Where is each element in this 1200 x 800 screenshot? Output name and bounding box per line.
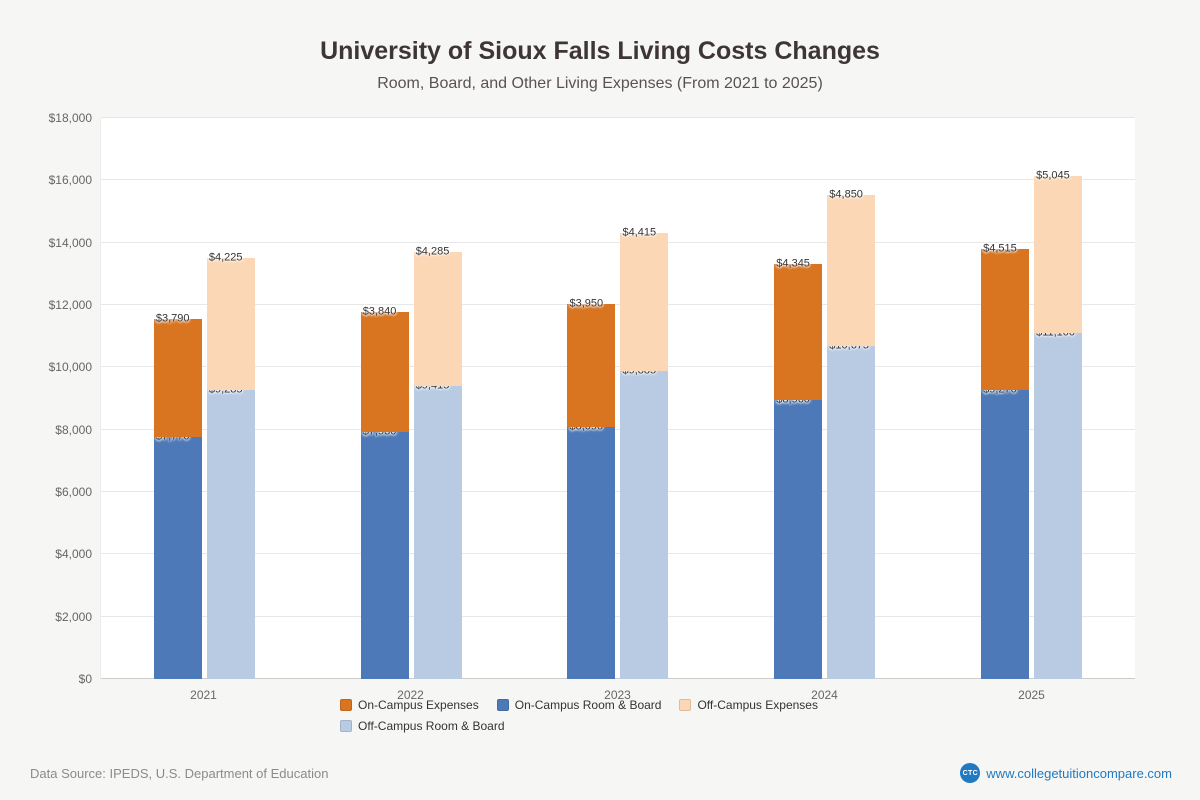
legend-item[interactable]: Off-Campus Expenses xyxy=(679,698,818,712)
gridline xyxy=(101,615,1135,617)
bar-value-label: $4,345 xyxy=(776,257,810,270)
y-axis-label: $0 xyxy=(78,672,92,686)
bar-value-label: $3,950 xyxy=(569,297,604,310)
bar-segment[interactable]: $4,415 xyxy=(620,227,669,371)
legend-item[interactable]: On-Campus Expenses xyxy=(340,698,479,712)
bar-group-2024: $8,960 $4,345 $10,675 $4,850 xyxy=(721,118,928,679)
legend-swatch-icon xyxy=(340,699,352,711)
bar-group-2022: $7,930 $3,840 $9,415 $4,285 xyxy=(308,118,515,679)
bar-value-label: $4,225 xyxy=(208,251,243,264)
ctc-logo-icon: CTC xyxy=(960,763,981,783)
site-url: www.collegetuitioncompare.com xyxy=(986,765,1172,781)
on-campus-bar-2025: $9,270 $4,515 xyxy=(981,118,1030,679)
gridline xyxy=(101,491,1135,492)
bar-value-label: $3,840 xyxy=(362,305,397,318)
chart-title: University of Sioux Falls Living Costs C… xyxy=(320,37,880,65)
legend-label: Off-Campus Expenses xyxy=(697,698,818,712)
y-axis-label: $10,000 xyxy=(48,360,92,375)
bar-group-2023: $8,090 $3,950 $9,885 $4,415 xyxy=(515,118,722,679)
x-axis-label: 2022 xyxy=(397,688,424,702)
y-axis-label: $14,000 xyxy=(48,235,92,250)
gridline xyxy=(101,179,1135,181)
legend-label: On-Campus Room & Board xyxy=(514,698,662,712)
off-campus-bar-2022: $9,415 $4,285 xyxy=(413,118,462,679)
legend-swatch-icon xyxy=(496,699,509,711)
legend-swatch-icon xyxy=(679,699,692,711)
x-axis-label: 2023 xyxy=(604,688,631,702)
bar-segment[interactable]: $4,225 xyxy=(206,252,255,390)
bar-value-label: $4,850 xyxy=(829,188,863,201)
gridline xyxy=(101,678,1135,679)
y-axis-label: $12,000 xyxy=(48,298,92,312)
chart: $0 $2,000 $4,000 $6,000 $8,000 $10,000 $12,000… xyxy=(0,111,1200,702)
bar-segment[interactable]: $4,285 xyxy=(413,246,462,386)
off-campus-bar-2024: $10,675 $4,850 xyxy=(827,118,876,679)
bar-value-label: $4,415 xyxy=(622,226,657,239)
bar-segment[interactable]: $5,045 xyxy=(1034,170,1083,334)
bar-segment[interactable]: $4,515 xyxy=(981,243,1030,391)
data-source-text: Data Source: IPEDS, U.S. Department of E… xyxy=(30,765,329,781)
on-campus-bar-2024: $8,960 $4,345 xyxy=(774,118,823,679)
off-campus-bar-2025: $11,100 $5,045 xyxy=(1034,118,1083,679)
y-axis: $0 $2,000 $4,000 $6,000 $8,000 $10,000 $12,000… xyxy=(0,111,92,686)
bar-segment[interactable]: $9,885 xyxy=(620,365,669,679)
bar-value-label: $4,285 xyxy=(415,245,450,258)
x-axis: 2021 2022 2023 2024 2025 xyxy=(100,679,1135,702)
y-axis-label: $2,000 xyxy=(55,609,92,624)
bar-segment[interactable]: $4,850 xyxy=(827,189,876,347)
bar-group-2025: $9,270 $4,515 $11,100 $5,045 xyxy=(928,118,1135,679)
bar-segment[interactable]: $7,770 xyxy=(153,431,202,679)
bar-segment[interactable]: $3,840 xyxy=(360,306,409,432)
gridline xyxy=(101,553,1135,555)
gridline xyxy=(101,366,1135,368)
bar-groups: $7,770 $3,790 $9,285 $4,225 $7,930 $3,840 $9,4… xyxy=(101,118,1135,679)
on-campus-bar-2021: $7,770 $3,790 xyxy=(153,118,202,679)
bar-segment[interactable]: $10,675 xyxy=(827,340,876,679)
footer: Data Source: IPEDS, U.S. Department of E… xyxy=(30,763,1172,783)
bar-segment[interactable]: $9,285 xyxy=(206,384,255,679)
y-axis-label: $6,000 xyxy=(55,485,92,499)
y-axis-label: $8,000 xyxy=(55,422,92,437)
on-campus-bar-2023: $8,090 $3,950 xyxy=(567,118,616,679)
plot-area: $7,770 $3,790 $9,285 $4,225 $7,930 $3,840 $9,4… xyxy=(100,117,1135,679)
x-axis-label: 2024 xyxy=(811,688,838,702)
y-axis-label: $16,000 xyxy=(48,173,92,188)
bar-value-label: $4,515 xyxy=(983,242,1017,255)
bar-segment[interactable]: $4,345 xyxy=(774,258,823,400)
legend-item[interactable]: Off-Campus Room & Board xyxy=(340,719,505,733)
bar-segment[interactable]: $8,090 xyxy=(567,421,616,679)
legend-swatch-icon xyxy=(340,720,352,732)
legend-label: Off-Campus Room & Board xyxy=(358,719,505,733)
gridline xyxy=(101,304,1135,305)
legend-item[interactable]: On-Campus Room & Board xyxy=(496,698,662,712)
legend-label: On-Campus Expenses xyxy=(358,698,479,712)
on-campus-bar-2022: $7,930 $3,840 xyxy=(360,118,409,679)
bar-segment[interactable]: $9,415 xyxy=(413,380,462,679)
bar-segment[interactable]: $11,100 xyxy=(1034,327,1083,679)
gridline xyxy=(101,117,1135,118)
legend: On-Campus Expenses On-Campus Room & Board… xyxy=(0,698,1200,733)
chart-subtitle: Room, Board, and Other Living Expenses (… xyxy=(377,75,823,92)
gridline xyxy=(101,241,1135,243)
bar-segment[interactable]: $8,960 xyxy=(774,394,823,679)
bar-segment[interactable]: $3,950 xyxy=(567,298,616,427)
bar-segment[interactable]: $9,270 xyxy=(981,384,1030,679)
y-axis-label: $4,000 xyxy=(55,547,92,562)
bar-value-label: $5,045 xyxy=(1036,169,1070,182)
legend-items: On-Campus Expenses On-Campus Room & Board… xyxy=(340,698,860,733)
x-axis-label: 2025 xyxy=(1018,688,1045,702)
bar-segment[interactable]: $7,930 xyxy=(360,426,409,679)
bar-segment[interactable]: $3,790 xyxy=(153,313,202,437)
gridline xyxy=(101,428,1135,430)
off-campus-bar-2021: $9,285 $4,225 xyxy=(206,118,255,679)
off-campus-bar-2023: $9,885 $4,415 xyxy=(620,118,669,679)
bar-group-2021: $7,770 $3,790 $9,285 $4,225 xyxy=(101,118,308,679)
x-axis-label: 2021 xyxy=(190,688,217,702)
bar-value-label: $3,790 xyxy=(155,312,190,325)
y-axis-label: $18,000 xyxy=(48,111,92,125)
site-link[interactable]: CTC www.collegetuitioncompare.com xyxy=(960,763,1172,783)
